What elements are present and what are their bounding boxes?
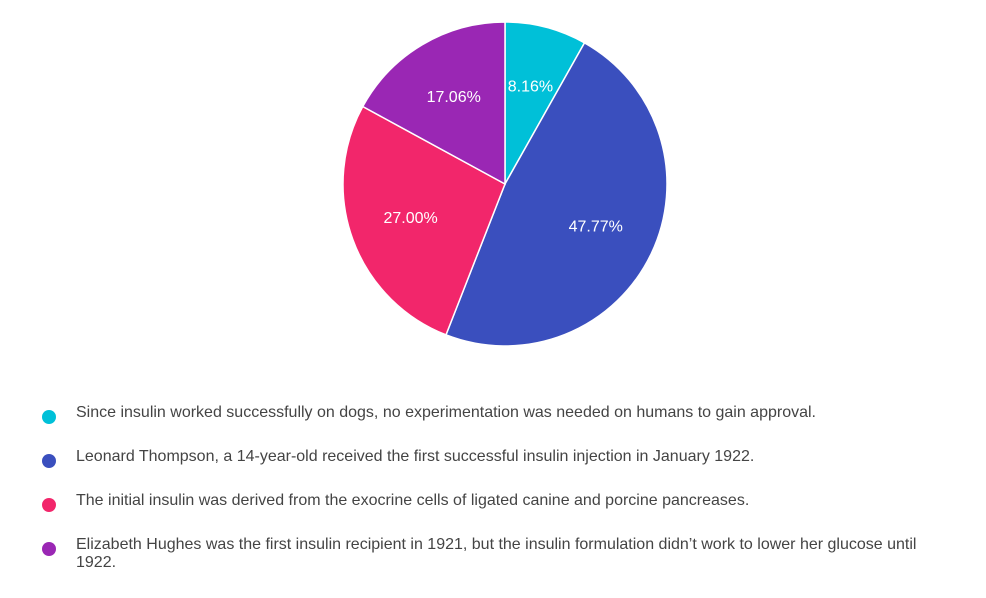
legend-label: Since insulin worked successfully on dog… xyxy=(76,404,816,421)
slice-label-blue: 47.77% xyxy=(569,219,623,236)
legend-dot-icon xyxy=(42,454,56,468)
legend-label: The initial insulin was derived from the… xyxy=(76,492,750,509)
pie-slice-pink[interactable] xyxy=(342,105,506,336)
chart-legend: Since insulin worked successfully on dog… xyxy=(42,404,942,598)
slice-label-pink: 27.00% xyxy=(384,210,438,227)
pie-slice-purple[interactable] xyxy=(361,21,506,186)
legend-label: Elizabeth Hughes was the first insulin r… xyxy=(76,536,917,571)
slice-label-teal: 8.16% xyxy=(508,78,553,95)
legend-dot-icon xyxy=(42,498,56,512)
pie-chart: 8.16% 47.77% 27.00% 17.06% xyxy=(342,21,668,347)
slice-label-purple: 17.06% xyxy=(427,89,481,106)
legend-item-purple[interactable]: Elizabeth Hughes was the first insulin r… xyxy=(42,536,942,572)
legend-dot-icon xyxy=(42,542,56,556)
legend-dot-icon xyxy=(42,410,56,424)
pie-slice-blue[interactable] xyxy=(445,41,668,347)
legend-label: Leonard Thompson, a 14-year-old received… xyxy=(76,448,755,465)
legend-item-teal[interactable]: Since insulin worked successfully on dog… xyxy=(42,404,942,424)
legend-item-blue[interactable]: Leonard Thompson, a 14-year-old received… xyxy=(42,448,942,468)
legend-item-pink[interactable]: The initial insulin was derived from the… xyxy=(42,492,942,512)
